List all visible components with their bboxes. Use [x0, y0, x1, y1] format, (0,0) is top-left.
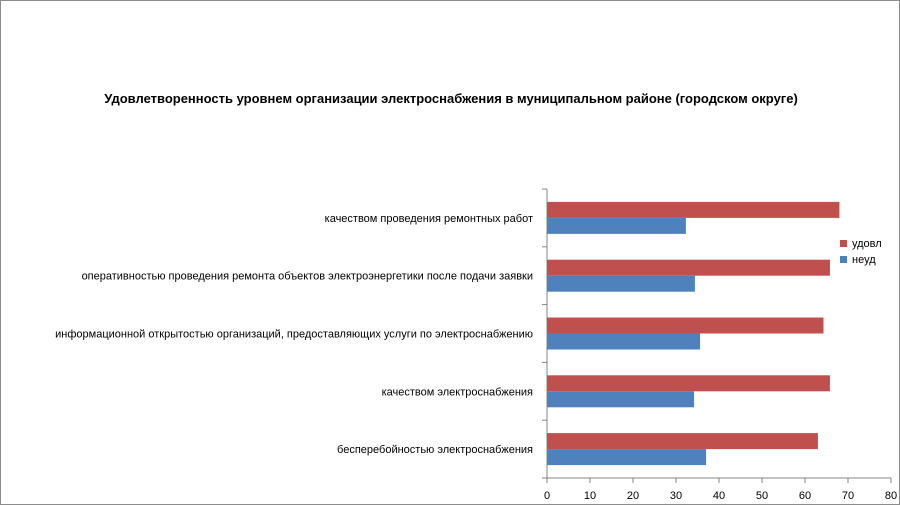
- tick-labels: 0 10 20 30 40 50 60 70 80: [544, 490, 897, 502]
- x-tick-label: 80: [885, 490, 897, 502]
- x-tick-label: 20: [627, 490, 639, 502]
- bar-udovl: [547, 259, 830, 276]
- legend-label: удовл: [852, 238, 882, 250]
- x-tick-label: 10: [584, 490, 596, 502]
- bar-neud: [547, 217, 686, 234]
- x-tick-label: 0: [544, 490, 550, 502]
- bar-udovl: [547, 375, 830, 392]
- legend-label: неуд: [852, 254, 876, 266]
- legend-swatch: [840, 256, 847, 263]
- bar-neud: [547, 275, 695, 292]
- category-label: качеством электроснабжения: [382, 386, 533, 398]
- bar-neud: [547, 391, 695, 408]
- bar-neud: [547, 449, 707, 466]
- bar-neud: [547, 333, 701, 350]
- bars: [547, 201, 840, 466]
- x-tick-label: 40: [713, 490, 725, 502]
- x-tick-label: 70: [842, 490, 854, 502]
- x-tick-label: 50: [756, 490, 768, 502]
- bar-udovl: [547, 317, 824, 334]
- x-tick-label: 60: [799, 490, 811, 502]
- category-label: качеством проведения ремонтных работ: [325, 213, 533, 225]
- category-labels: качеством проведения ремонтных работ опер…: [55, 213, 533, 456]
- category-label: бесперебойностью электроснабжения: [337, 444, 533, 456]
- legend-swatch: [840, 240, 847, 247]
- bar-udovl: [547, 433, 818, 450]
- bar-udovl: [547, 201, 840, 218]
- x-tick-label: 30: [670, 490, 682, 502]
- legend: удовл неуд: [840, 238, 882, 266]
- category-label: оперативностью проведения ремонта объект…: [82, 271, 533, 283]
- chart-title: Удовлетворенность уровнем организации эл…: [104, 91, 798, 106]
- category-label: информационной открытостью организаций, …: [55, 329, 533, 341]
